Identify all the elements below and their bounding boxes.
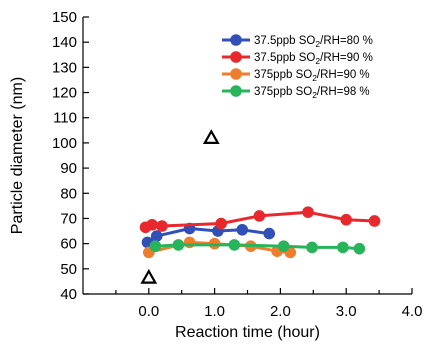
series [149, 239, 366, 255]
y-tick-label: 140 [52, 34, 77, 51]
x-axis-title: Reaction time (hour) [175, 324, 320, 341]
data-point [156, 220, 168, 232]
data-point [337, 241, 349, 254]
x-tick-label: 0.0 [138, 303, 159, 320]
series [139, 206, 381, 234]
annotation-layer [140, 129, 220, 284]
legend: 37.5ppb SO2/RH=80 % 37.5ppb SO2/RH=90 % 37… [222, 34, 373, 100]
y-tick-label: 90 [60, 160, 77, 177]
legend-item: 37.5ppb SO2/RH=80 % [222, 34, 373, 49]
legend-marker [230, 51, 242, 63]
legend-label: 37.5ppb SO2/RH=90 % [254, 52, 373, 66]
legend-marker [230, 34, 242, 46]
data-point [253, 210, 266, 222]
y-tick-label: 130 [52, 59, 77, 76]
axes: 0.0 1.0 2.0 3.0 4.0 40 50 60 70 80 90 100 110 120 130 1… [52, 9, 422, 320]
data-point [172, 239, 185, 251]
triangle-marker [202, 129, 220, 144]
y-tick-label: 120 [52, 85, 77, 102]
y-axis-title: Particle diameter (nm) [9, 77, 26, 234]
y-tick-label: 60 [60, 236, 77, 253]
x-tick-label: 3.0 [336, 303, 357, 320]
legend-item: 375ppb SO2/RH=90 % [222, 68, 370, 83]
y-tick-label: 110 [53, 110, 77, 127]
data-point [236, 223, 249, 236]
data-point [149, 240, 162, 252]
legend-label: 375ppb SO2/RH=98 % [254, 86, 370, 100]
y-tick-label: 80 [60, 185, 77, 202]
legend-label: 375ppb SO2/RH=90 % [254, 69, 370, 83]
x-tick-label: 2.0 [270, 303, 291, 320]
data-point [263, 227, 276, 240]
y-tick-label: 100 [52, 135, 77, 152]
data-point [340, 213, 353, 226]
x-tick-label: 4.0 [402, 303, 423, 320]
y-tick-label: 50 [60, 261, 77, 278]
data-point [302, 206, 314, 218]
x-tick-label: 1.0 [204, 303, 225, 320]
data-point [353, 242, 366, 255]
y-tick-label: 40 [60, 286, 77, 303]
legend-marker [230, 85, 242, 97]
y-tick-label: 150 [52, 9, 77, 26]
triangle-marker [140, 268, 158, 284]
legend-label: 37.5ppb SO2/RH=80 % [254, 35, 373, 49]
data-point [306, 241, 318, 254]
data-point [146, 218, 158, 231]
legend-marker [230, 68, 242, 80]
series-layer [139, 206, 381, 259]
data-point [183, 236, 196, 249]
y-tick-label: 70 [60, 210, 77, 227]
data-point [277, 240, 290, 252]
data-point [368, 215, 381, 227]
data-point [150, 230, 163, 242]
legend-item: 37.5ppb SO2/RH=90 % [222, 51, 373, 66]
data-point [215, 217, 227, 230]
legend-item: 375ppb SO2/RH=98 % [222, 85, 370, 100]
data-point [228, 239, 241, 251]
